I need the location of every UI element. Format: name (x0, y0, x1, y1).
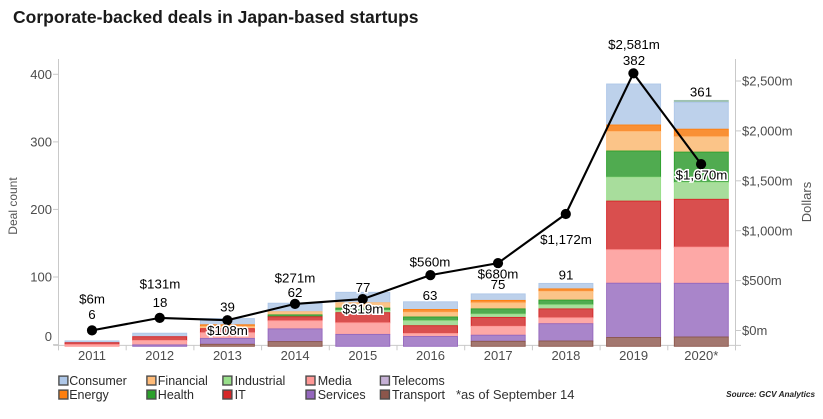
svg-text:Consumer: Consumer (69, 374, 127, 388)
svg-text:*as of September 14: *as of September 14 (456, 387, 575, 402)
svg-text:382: 382 (623, 53, 645, 68)
svg-text:400: 400 (30, 67, 52, 82)
svg-text:2016: 2016 (416, 348, 445, 363)
svg-text:300: 300 (30, 135, 52, 150)
svg-text:$108m: $108m (207, 323, 248, 338)
svg-text:0: 0 (45, 329, 52, 344)
svg-text:Services: Services (318, 388, 366, 402)
svg-text:2018: 2018 (551, 348, 580, 363)
svg-text:Media: Media (318, 374, 352, 388)
svg-text:2011: 2011 (78, 348, 106, 363)
svg-text:Telecoms: Telecoms (392, 374, 445, 388)
svg-text:75: 75 (491, 277, 506, 292)
svg-text:2019: 2019 (619, 348, 648, 363)
svg-text:$1,500m: $1,500m (742, 173, 793, 188)
svg-text:2012: 2012 (145, 348, 174, 363)
svg-text:Transport: Transport (392, 388, 446, 402)
svg-text:63: 63 (423, 288, 438, 303)
svg-text:$271m: $271m (275, 271, 316, 286)
svg-text:100: 100 (30, 270, 52, 285)
svg-text:2014: 2014 (281, 348, 310, 363)
svg-text:$1,172m: $1,172m (540, 232, 592, 247)
svg-text:Health: Health (158, 388, 194, 402)
svg-text:$680m: $680m (478, 267, 519, 282)
svg-text:200: 200 (30, 202, 52, 217)
svg-text:Corporate-backed deals in Japa: Corporate-backed deals in Japan-based st… (13, 7, 419, 27)
svg-text:62: 62 (288, 285, 303, 300)
svg-text:$2,000m: $2,000m (742, 124, 793, 139)
svg-text:$2,581m: $2,581m (608, 37, 660, 52)
svg-text:$1,670m: $1,670m (676, 168, 728, 183)
svg-text:$500m: $500m (742, 273, 782, 288)
svg-text:$2,500m: $2,500m (742, 74, 793, 89)
svg-text:Financial: Financial (158, 374, 208, 388)
svg-text:$0m: $0m (742, 323, 767, 338)
svg-text:$1,000m: $1,000m (742, 223, 793, 238)
svg-text:18: 18 (153, 295, 168, 310)
svg-text:$319m: $319m (343, 302, 384, 317)
svg-text:91: 91 (559, 268, 574, 283)
svg-text:6: 6 (88, 307, 95, 322)
svg-text:IT: IT (235, 388, 246, 402)
svg-text:2017: 2017 (484, 348, 513, 363)
svg-text:$131m: $131m (140, 277, 181, 292)
svg-text:2013: 2013 (213, 348, 242, 363)
svg-text:Deal count: Deal count (6, 177, 20, 235)
svg-text:Source: GCV Analytics: Source: GCV Analytics (726, 390, 815, 399)
svg-text:361: 361 (690, 85, 712, 100)
svg-text:Energy: Energy (69, 388, 109, 402)
svg-text:39: 39 (220, 300, 235, 315)
svg-text:$560m: $560m (410, 255, 451, 270)
svg-text:Dollars: Dollars (799, 181, 814, 222)
svg-text:Industrial: Industrial (235, 374, 286, 388)
svg-text:2020*: 2020* (684, 348, 718, 363)
svg-text:2015: 2015 (348, 348, 377, 363)
svg-text:77: 77 (356, 280, 371, 295)
svg-text:$6m: $6m (79, 292, 105, 307)
